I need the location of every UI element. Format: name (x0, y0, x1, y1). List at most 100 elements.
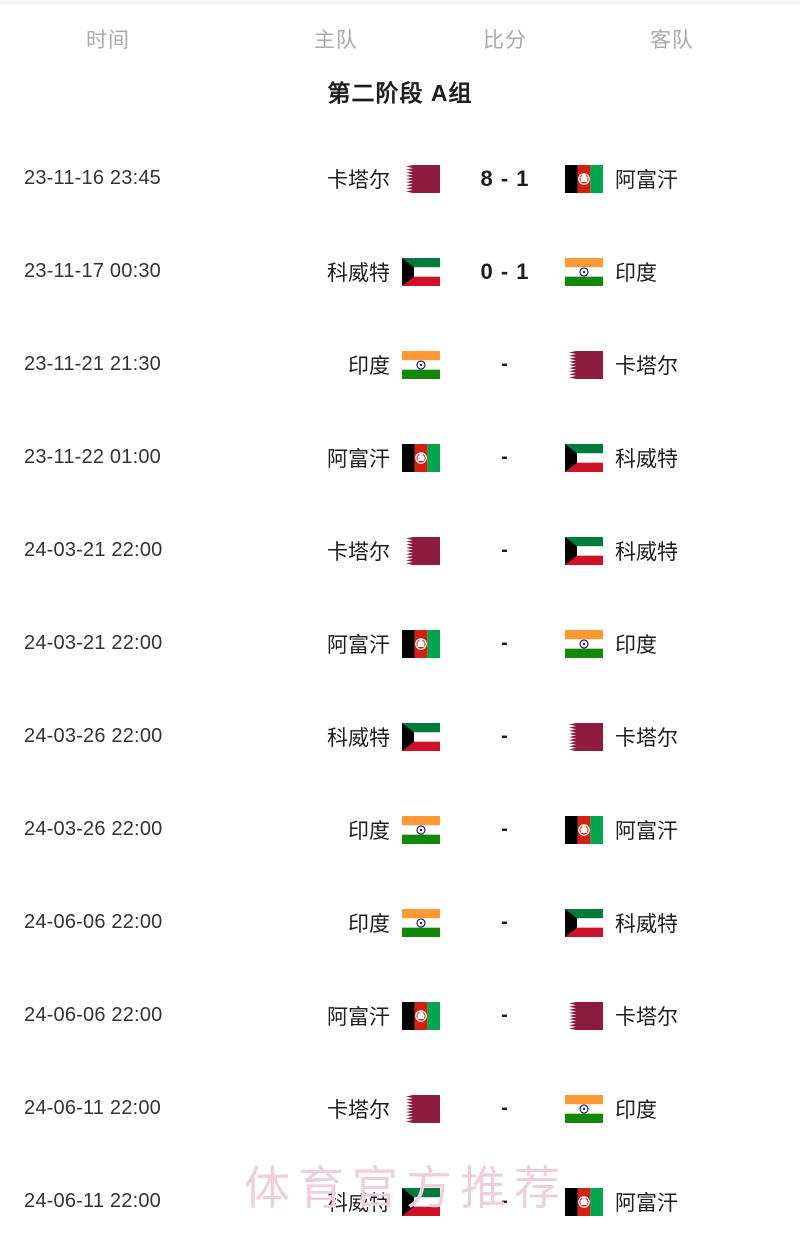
match-row[interactable]: 23-11-16 23:45 卡塔尔 8 - 1 阿富汗 (0, 132, 800, 225)
home-team-flag-icon (402, 908, 440, 937)
home-team[interactable]: 科威特 (250, 690, 440, 783)
home-team[interactable]: 阿富汗 (250, 597, 440, 690)
home-team-flag-icon (402, 1001, 440, 1030)
away-team[interactable]: 科威特 (565, 876, 775, 969)
away-team[interactable]: 阿富汗 (565, 1155, 775, 1248)
match-score: - (501, 632, 509, 654)
home-team[interactable]: 卡塔尔 (250, 132, 440, 225)
match-row[interactable]: 24-03-26 22:00 印度 - 阿富汗 (0, 783, 800, 876)
away-team-flag-icon (565, 722, 603, 751)
home-team-name: 阿富汗 (327, 447, 390, 471)
match-time: 24-03-21 22:00 (24, 632, 163, 654)
away-team[interactable]: 阿富汗 (565, 132, 775, 225)
away-team-name: 阿富汗 (615, 1191, 678, 1215)
home-team[interactable]: 卡塔尔 (250, 1062, 440, 1155)
match-row[interactable]: 23-11-22 01:00 阿富汗 - 科威特 (0, 411, 800, 504)
away-team-flag-icon (565, 164, 603, 193)
home-team-name: 阿富汗 (327, 1005, 390, 1029)
match-score: - (501, 1097, 509, 1119)
match-score: 8 - 1 (480, 165, 530, 191)
match-row[interactable]: 24-03-21 22:00 卡塔尔 - 科威特 (0, 504, 800, 597)
away-team[interactable]: 印度 (565, 597, 775, 690)
home-team-name: 印度 (348, 354, 390, 378)
home-team-flag-icon (402, 629, 440, 658)
away-team-flag-icon (565, 629, 603, 658)
match-row[interactable]: 24-03-21 22:00 阿富汗 - 印度 (0, 597, 800, 690)
match-score: - (501, 1190, 509, 1212)
away-team-flag-icon (565, 257, 603, 286)
match-time: 23-11-22 01:00 (24, 446, 161, 468)
home-team[interactable]: 科威特 (250, 225, 440, 318)
home-team-name: 阿富汗 (327, 633, 390, 657)
match-time: 24-06-06 22:00 (24, 911, 163, 933)
away-team[interactable]: 印度 (565, 1062, 775, 1155)
match-row[interactable]: 24-06-06 22:00 印度 - 科威特 (0, 876, 800, 969)
away-team-name: 科威特 (615, 912, 678, 936)
away-team-name: 卡塔尔 (615, 1005, 678, 1029)
match-score: - (501, 353, 509, 375)
away-team-name: 印度 (615, 261, 657, 285)
home-team-flag-icon (402, 1094, 440, 1123)
match-time: 23-11-16 23:45 (24, 167, 161, 189)
away-team[interactable]: 卡塔尔 (565, 690, 775, 783)
match-time: 24-03-26 22:00 (24, 725, 163, 747)
match-row[interactable]: 23-11-21 21:30 印度 - 卡塔尔 (0, 318, 800, 411)
away-team-name: 卡塔尔 (615, 354, 678, 378)
home-team-name: 科威特 (327, 726, 390, 750)
home-team-flag-icon (402, 257, 440, 286)
home-team-name: 卡塔尔 (327, 168, 390, 192)
away-team[interactable]: 科威特 (565, 504, 775, 597)
match-row[interactable]: 24-06-11 22:00 卡塔尔 - 印度 (0, 1062, 800, 1155)
home-team-name: 科威特 (327, 261, 390, 285)
away-team-flag-icon (565, 1094, 603, 1123)
home-team[interactable]: 阿富汗 (250, 969, 440, 1062)
away-team-flag-icon (565, 815, 603, 844)
match-row[interactable]: 24-06-11 22:00 科威特 - 阿富汗 (0, 1155, 800, 1248)
away-team[interactable]: 卡塔尔 (565, 318, 775, 411)
home-team-name: 印度 (348, 912, 390, 936)
home-team[interactable]: 卡塔尔 (250, 504, 440, 597)
home-team-flag-icon (402, 350, 440, 379)
home-team-flag-icon (402, 164, 440, 193)
away-team[interactable]: 印度 (565, 225, 775, 318)
away-team-flag-icon (565, 350, 603, 379)
match-score: - (501, 446, 509, 468)
away-team[interactable]: 卡塔尔 (565, 969, 775, 1062)
match-score: - (501, 725, 509, 747)
column-header-row: 时间 主队 比分 客队 (0, 0, 800, 78)
column-header-home: 主队 (314, 29, 358, 52)
match-score: 0 - 1 (480, 258, 530, 284)
match-time: 24-03-26 22:00 (24, 818, 163, 840)
column-header-score: 比分 (483, 29, 527, 52)
away-team[interactable]: 阿富汗 (565, 783, 775, 876)
away-team-flag-icon (565, 908, 603, 937)
home-team-flag-icon (402, 536, 440, 565)
home-team[interactable]: 印度 (250, 876, 440, 969)
away-team-name: 阿富汗 (615, 168, 678, 192)
away-team-name: 印度 (615, 633, 657, 657)
away-team[interactable]: 科威特 (565, 411, 775, 504)
home-team-name: 卡塔尔 (327, 1098, 390, 1122)
home-team[interactable]: 科威特 (250, 1155, 440, 1248)
away-team-name: 卡塔尔 (615, 726, 678, 750)
match-time: 24-06-06 22:00 (24, 1004, 163, 1026)
match-time: 24-06-11 22:00 (24, 1190, 161, 1212)
home-team-flag-icon (402, 1187, 440, 1216)
home-team-name: 科威特 (327, 1191, 390, 1215)
home-team-flag-icon (402, 722, 440, 751)
column-header-time: 时间 (86, 29, 130, 52)
home-team[interactable]: 印度 (250, 783, 440, 876)
match-time: 23-11-21 21:30 (24, 353, 161, 375)
away-team-name: 科威特 (615, 447, 678, 471)
home-team[interactable]: 阿富汗 (250, 411, 440, 504)
match-time: 23-11-17 00:30 (24, 260, 161, 282)
match-row[interactable]: 24-06-06 22:00 阿富汗 - 卡塔尔 (0, 969, 800, 1062)
match-time: 24-03-21 22:00 (24, 539, 163, 561)
away-team-flag-icon (565, 536, 603, 565)
home-team-name: 卡塔尔 (327, 540, 390, 564)
away-team-flag-icon (565, 1187, 603, 1216)
match-row[interactable]: 23-11-17 00:30 科威特 0 - 1 印度 (0, 225, 800, 318)
match-time: 24-06-11 22:00 (24, 1097, 161, 1119)
match-row[interactable]: 24-03-26 22:00 科威特 - 卡塔尔 (0, 690, 800, 783)
home-team[interactable]: 印度 (250, 318, 440, 411)
